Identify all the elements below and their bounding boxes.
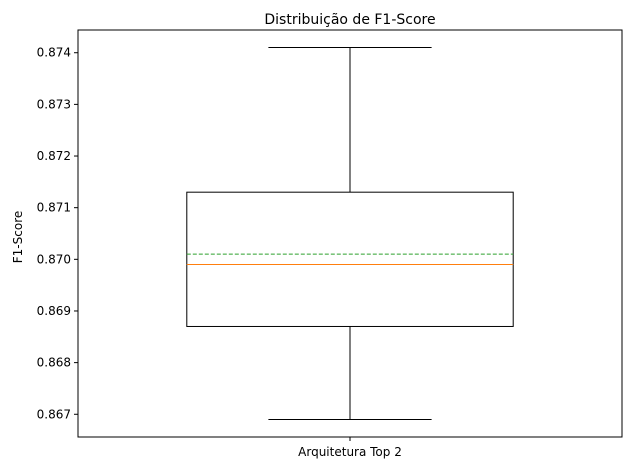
x-axis-ticks: Arquitetura Top 2 [298, 437, 402, 459]
y-tick-label: 0.870 [37, 252, 71, 266]
y-axis-label: F1-Score [11, 211, 25, 263]
y-tick-label: 0.871 [37, 201, 71, 215]
y-tick-label: 0.873 [37, 97, 71, 111]
boxes-layer [186, 47, 514, 420]
y-tick-label: 0.874 [37, 46, 71, 60]
x-tick-label: Arquitetura Top 2 [298, 445, 402, 459]
y-tick-label: 0.868 [37, 356, 71, 370]
chart-title: Distribuição de F1-Score [264, 12, 435, 28]
y-tick-label: 0.869 [37, 304, 71, 318]
iqr-box [186, 191, 514, 327]
y-tick-label: 0.872 [37, 149, 71, 163]
y-axis-ticks: 0.867 0.868 0.869 0.870 0.871 0.872 0.873 0.874 [37, 46, 78, 421]
plot-frame [77, 29, 623, 438]
y-tick-label: 0.867 [37, 407, 71, 421]
